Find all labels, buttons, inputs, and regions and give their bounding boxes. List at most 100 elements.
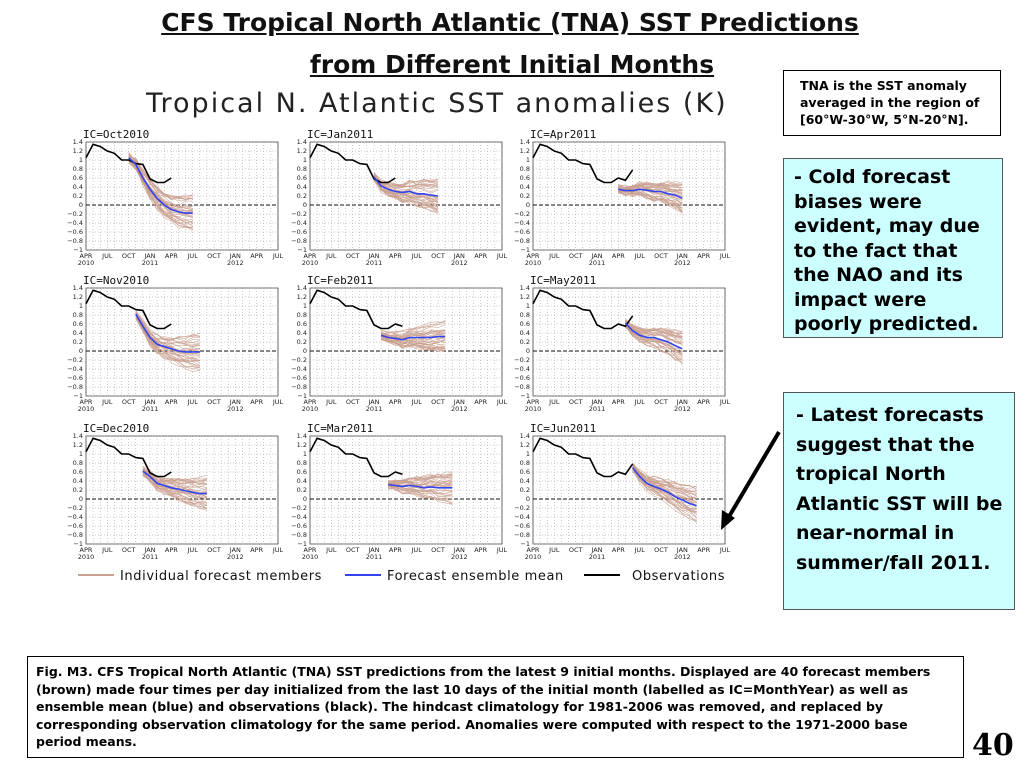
y-tick-label: −1 — [73, 246, 83, 254]
x-tick-label: APR — [697, 252, 710, 260]
observations-line — [309, 437, 403, 478]
chart-legend: Individual forecast members Forecast ense… — [78, 569, 725, 584]
y-tick-label: −1 — [297, 246, 307, 254]
x-tick-label: OCT — [654, 546, 668, 554]
x-tick-label: OCT — [654, 398, 668, 406]
x-tick-label: JAN — [143, 252, 155, 260]
y-tick-label: 0.6 — [73, 174, 83, 182]
year-label: 2011 — [142, 553, 159, 561]
panel-ic-oct2010: 1.41.210.80.60.40.20−0.2−0.4−0.6−0.8−1AP… — [67, 128, 283, 267]
x-tick-label: OCT — [122, 546, 136, 554]
y-tick-label: 0.2 — [297, 192, 307, 200]
y-tick-label: −0.8 — [67, 531, 83, 539]
y-tick-label: 0.2 — [520, 192, 530, 200]
y-tick-label: 1 — [79, 450, 83, 458]
forecast-member-line — [388, 470, 453, 483]
y-tick-label: 0 — [79, 201, 83, 209]
y-tick-label: −1 — [520, 246, 530, 254]
x-tick-label: JAN — [143, 546, 155, 554]
x-tick-label: APR — [389, 398, 402, 406]
year-label: 2010 — [78, 405, 95, 413]
arrow-head — [721, 510, 735, 530]
y-tick-label: −0.6 — [67, 522, 83, 530]
year-label: 2012 — [227, 553, 244, 561]
panel-ic-nov2010: 1.41.210.80.60.40.20−0.2−0.4−0.6−0.8−1AP… — [67, 274, 283, 413]
panel-ic-label: IC=Dec2010 — [83, 422, 149, 435]
year-label: 2010 — [525, 405, 542, 413]
panel-ic-label: IC=Oct2010 — [83, 128, 149, 141]
x-tick-label: APR — [697, 546, 710, 554]
forecast-member-line — [632, 462, 697, 497]
y-tick-label: 0 — [303, 201, 307, 209]
y-tick-label: 1.4 — [73, 284, 83, 292]
y-tick-label: 1.2 — [73, 147, 83, 155]
arrow-icon — [721, 430, 781, 530]
legend-label: Individual forecast members — [120, 569, 322, 584]
forecast-member-line — [625, 318, 683, 334]
forecast-member-line — [618, 182, 683, 188]
year-label: 2010 — [525, 259, 542, 267]
y-tick-label: −0.2 — [67, 504, 83, 512]
year-label: 2011 — [366, 553, 383, 561]
forecast-member-line — [380, 329, 446, 337]
observations-line — [532, 289, 634, 330]
year-label: 2012 — [227, 405, 244, 413]
y-tick-label: −0.4 — [514, 219, 530, 227]
y-tick-label: −0.2 — [514, 210, 530, 218]
forecast-member-line — [135, 312, 200, 362]
x-tick-label: JUL — [496, 398, 508, 406]
y-tick-label: −0.6 — [291, 522, 307, 530]
x-tick-label: OCT — [431, 252, 445, 260]
y-tick-label: 0.6 — [297, 174, 307, 182]
y-tick-label: 0.4 — [297, 329, 307, 337]
y-tick-label: 0.4 — [73, 329, 83, 337]
year-label: 2012 — [674, 553, 691, 561]
x-tick-label: JAN — [590, 252, 602, 260]
y-tick-label: 0.6 — [520, 468, 530, 476]
forecast-member-line — [128, 158, 193, 206]
forecast-member-line — [373, 177, 439, 202]
panel-ic-feb2011: 1.41.210.80.60.40.20−0.2−0.4−0.6−0.8−1AP… — [291, 274, 507, 413]
x-tick-label: APR — [165, 252, 178, 260]
x-tick-label: JAN — [367, 398, 379, 406]
y-tick-label: −0.6 — [291, 374, 307, 382]
x-tick-label: JAN — [453, 546, 465, 554]
x-tick-label: JAN — [367, 546, 379, 554]
cold-bias-note: - Cold forecast biases were evident, may… — [783, 158, 1003, 338]
year-label: 2012 — [227, 259, 244, 267]
year-label: 2010 — [302, 405, 319, 413]
x-tick-label: OCT — [569, 252, 583, 260]
forecast-member-line — [380, 337, 446, 350]
ensemble-mean-line — [388, 483, 453, 489]
x-tick-label: APR — [304, 398, 317, 406]
forecast-member-line — [625, 320, 683, 335]
y-tick-label: 0 — [303, 347, 307, 355]
x-tick-label: JUL — [548, 398, 560, 406]
forecast-member-line — [388, 481, 453, 488]
observations-line — [85, 143, 172, 184]
y-tick-label: 1.4 — [297, 138, 307, 146]
panel-ic-jun2011: 1.41.210.80.60.40.20−0.2−0.4−0.6−0.8−1AP… — [514, 422, 730, 561]
panel-ic-mar2011: 1.41.210.80.60.40.20−0.2−0.4−0.6−0.8−1AP… — [291, 422, 507, 561]
x-tick-label: JAN — [676, 546, 688, 554]
x-tick-label: JAN — [367, 252, 379, 260]
x-tick-label: JUL — [325, 546, 337, 554]
year-label: 2011 — [366, 405, 383, 413]
ensemble-mean-line — [142, 470, 207, 495]
forecast-member-line — [388, 474, 453, 483]
year-label: 2012 — [451, 259, 468, 267]
y-tick-label: 1.4 — [520, 432, 530, 440]
x-tick-label: APR — [389, 252, 402, 260]
x-tick-label: APR — [474, 546, 487, 554]
y-tick-label: 0 — [526, 347, 530, 355]
page-number: 40 — [972, 728, 1014, 763]
x-tick-label: APR — [304, 252, 317, 260]
x-tick-label: OCT — [569, 546, 583, 554]
y-tick-label: 0.2 — [73, 486, 83, 494]
forecast-member-line — [632, 470, 697, 523]
y-tick-label: 1 — [303, 156, 307, 164]
x-tick-label: JUL — [101, 252, 113, 260]
year-label: 2011 — [366, 259, 383, 267]
y-tick-label: −0.4 — [514, 365, 530, 373]
x-tick-label: JUL — [272, 546, 284, 554]
